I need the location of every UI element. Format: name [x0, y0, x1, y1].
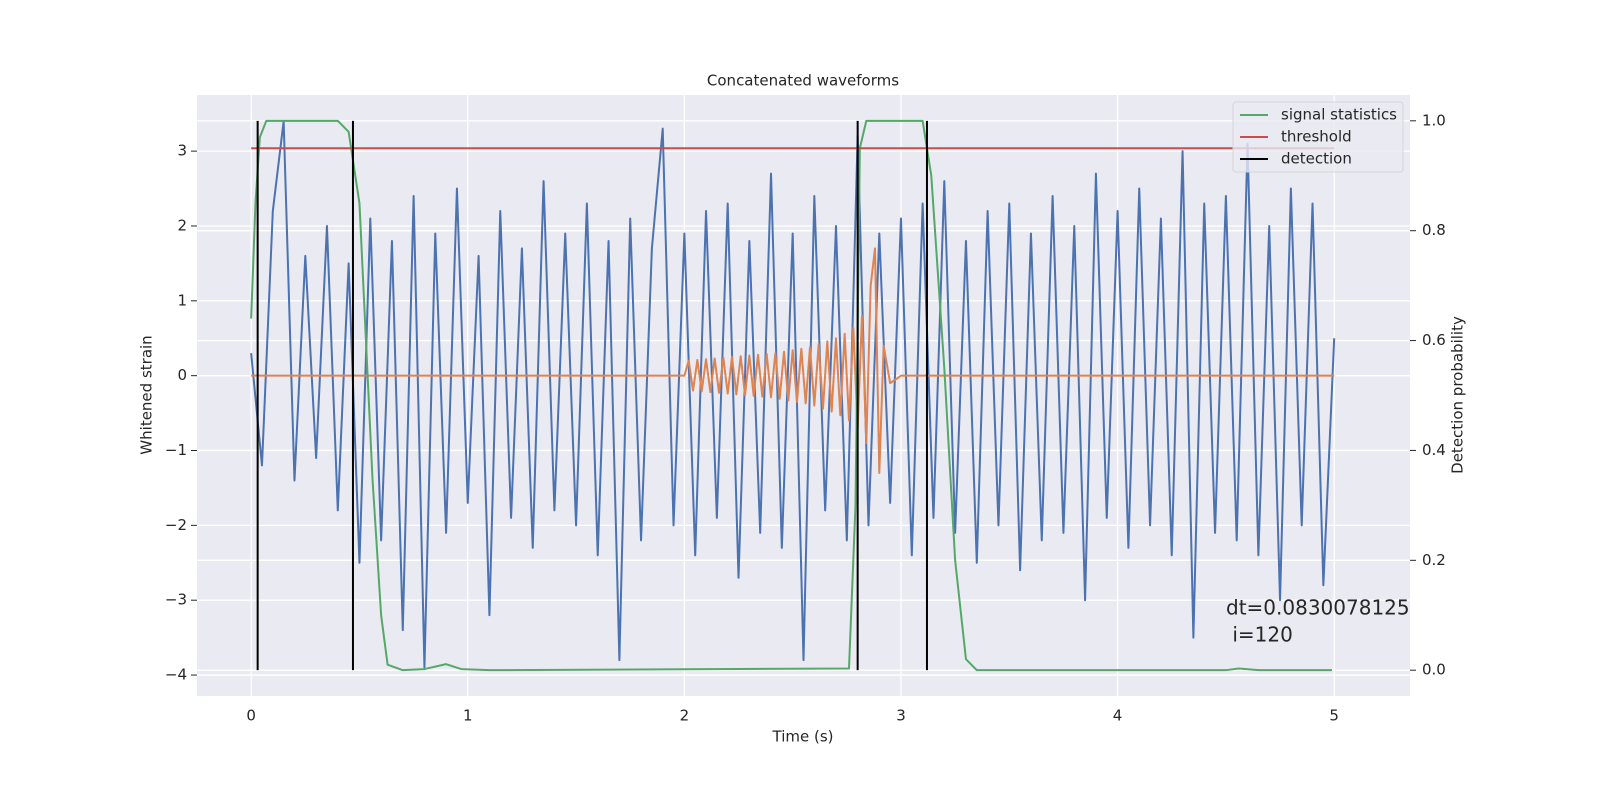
legend-label: threshold	[1281, 128, 1352, 146]
y-axis-label: Whitened strain	[138, 335, 156, 454]
y-tick-label: −4	[165, 666, 187, 684]
y2-tick-label: 1.0	[1422, 111, 1446, 129]
y2-tick-label: 0.2	[1422, 551, 1446, 569]
y2-tick-label: 0.6	[1422, 331, 1446, 349]
x-tick-label: 5	[1329, 707, 1339, 725]
y2-tick-label: 0.8	[1422, 221, 1446, 239]
legend-label: signal statistics	[1281, 106, 1397, 124]
y-tick-label: 0	[177, 366, 187, 384]
x-axis-label: Time (s)	[772, 728, 834, 746]
y-tick-label: −2	[165, 516, 187, 534]
y2-tick-label: 0.4	[1422, 441, 1446, 459]
series-line	[251, 247, 1335, 474]
legend: signal statistics threshold detection	[1232, 101, 1404, 173]
series-line	[250, 119, 1333, 672]
x-tick-label: 4	[1113, 707, 1123, 725]
x-tick-label: 2	[680, 707, 690, 725]
series-line	[250, 120, 1336, 669]
y-tick-label: 2	[177, 216, 187, 234]
x-tick-label: 0	[246, 707, 256, 725]
chart-title: Concatenated waveforms	[707, 72, 899, 90]
annotation: dt=0.0830078125	[1226, 596, 1410, 620]
plot-area	[197, 95, 1410, 696]
annotation: i=120	[1226, 623, 1293, 647]
y-tick-label: 1	[177, 291, 187, 309]
legend-box	[1232, 101, 1404, 173]
y-tick-label: 3	[177, 142, 187, 160]
x-tick-label: 3	[896, 707, 906, 725]
y-tick-label: −1	[165, 441, 187, 459]
legend-label: detection	[1281, 150, 1352, 168]
y2-axis-label: Detection probability	[1449, 316, 1467, 474]
marks: dt=0.0830078125 i=120	[250, 119, 1410, 672]
y2-tick-label: 0.0	[1422, 661, 1446, 679]
x-tick-label: 1	[463, 707, 473, 725]
y-tick-label: −3	[165, 591, 187, 609]
